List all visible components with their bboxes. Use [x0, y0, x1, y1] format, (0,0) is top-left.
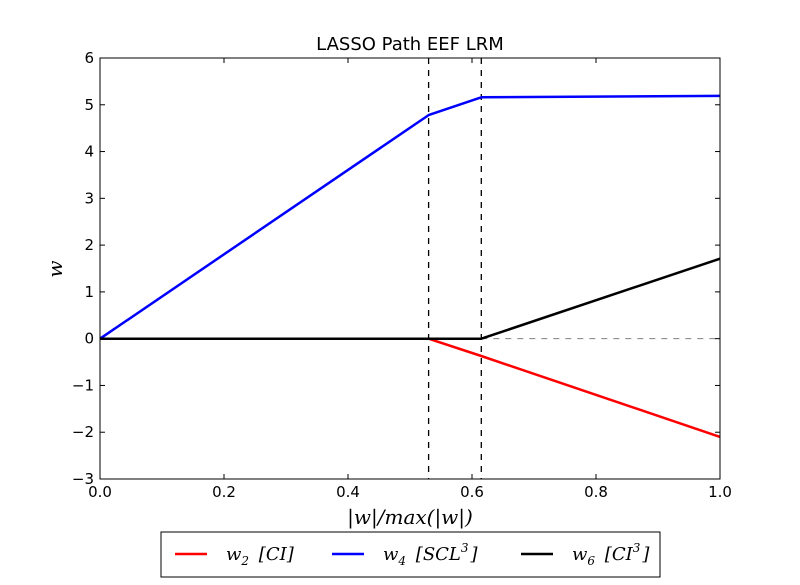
- legend-label: w4 [SCL3]: [383, 541, 479, 568]
- legend-label: w6 [CI3]: [572, 541, 650, 568]
- y-tick-label: −1: [72, 376, 94, 394]
- x-axis-label: |w|/max(|w|): [347, 505, 473, 530]
- x-tick-label: 0.4: [336, 483, 360, 501]
- y-tick-label: 0: [84, 330, 94, 348]
- series-line-w6: [100, 257, 721, 340]
- legend-items: w2 [CI] w4 [SCL3] w6 [CI3]: [175, 541, 650, 568]
- y-tick-label: 1: [84, 283, 94, 301]
- chart-title: LASSO Path EEF LRM: [316, 34, 504, 55]
- y-tick-label: 4: [84, 143, 94, 161]
- y-tick-label: 6: [84, 49, 94, 67]
- series-line-w4: [99, 94, 721, 340]
- legend: w2 [CI] w4 [SCL3] w6 [CI3]: [160, 531, 661, 578]
- series-line-w2: [100, 337, 721, 439]
- x-tick-label: 0.6: [460, 483, 484, 501]
- plot-frame: [99, 57, 721, 480]
- y-tick-label: −3: [72, 470, 94, 488]
- x-tick-label: 0.2: [212, 483, 236, 501]
- x-tick-label: 0.0: [88, 483, 112, 501]
- axis-ticks: 0.0 0.2 0.4 0.6 0.8 1.0 −3 −2 −1 0 1 2 3 4 5 6: [72, 49, 732, 501]
- legend-box: [160, 531, 661, 578]
- y-tick-label: −2: [72, 423, 94, 441]
- legend-label: w2 [CI]: [226, 544, 295, 568]
- y-tick-label: 3: [84, 189, 94, 207]
- x-tick-label: 1.0: [708, 483, 732, 501]
- y-tick-label: 2: [84, 236, 94, 254]
- y-tick-label: 5: [84, 96, 94, 114]
- y-axis-label: w: [43, 260, 67, 277]
- plot-marks: [99, 58, 721, 479]
- x-tick-label: 0.8: [584, 483, 608, 501]
